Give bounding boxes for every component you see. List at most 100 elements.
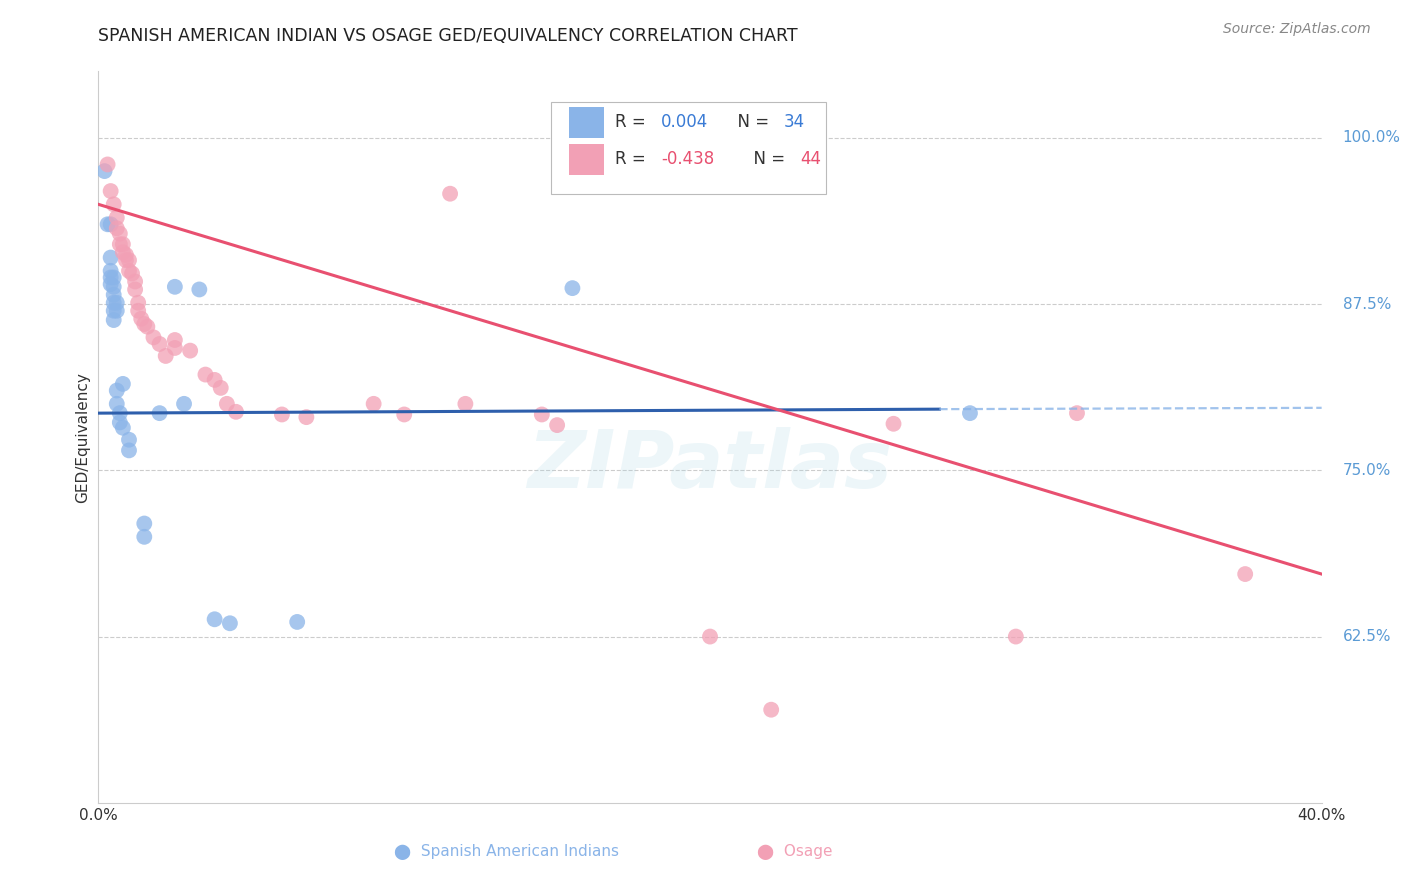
Text: ZIPatlas: ZIPatlas [527, 427, 893, 506]
Point [204, 373, 226, 387]
Point [454, 397, 477, 411]
Point [759, 703, 782, 717]
Point [97, 157, 120, 171]
Point [194, 368, 217, 382]
Point [103, 313, 125, 327]
Point [93, 164, 115, 178]
Point [100, 277, 122, 292]
Point [100, 270, 122, 285]
Text: 62.5%: 62.5% [1343, 629, 1391, 644]
Point [100, 217, 122, 231]
Point [163, 341, 186, 355]
Point [111, 245, 134, 260]
Point [219, 616, 242, 631]
Bar [569, 107, 603, 137]
Point [100, 184, 122, 198]
Point [295, 410, 318, 425]
Point [439, 186, 461, 201]
Text: 44: 44 [800, 151, 821, 169]
Text: ⬤  Spanish American Indians: ⬤ Spanish American Indians [394, 844, 619, 860]
Point [699, 630, 721, 644]
Point [118, 433, 141, 447]
Point [173, 397, 195, 411]
Point [121, 267, 143, 281]
Point [225, 405, 247, 419]
Point [108, 406, 131, 420]
Point [188, 283, 211, 297]
Point [105, 303, 128, 318]
Text: ⬤  Osage: ⬤ Osage [756, 844, 832, 860]
Point [546, 418, 568, 433]
Point [115, 248, 138, 262]
Text: R =: R = [614, 151, 651, 169]
Point [103, 280, 125, 294]
Text: -0.438: -0.438 [661, 151, 714, 169]
Point [1234, 567, 1257, 582]
Point [363, 397, 385, 411]
Point [108, 237, 131, 252]
Point [105, 384, 128, 398]
Point [100, 264, 122, 278]
Point [392, 408, 416, 422]
Point [209, 381, 232, 395]
Point [883, 417, 905, 431]
FancyBboxPatch shape [551, 102, 827, 194]
Point [105, 397, 128, 411]
Point [163, 280, 186, 294]
Point [124, 283, 146, 297]
Point [285, 615, 308, 629]
Point [215, 397, 238, 411]
Point [103, 197, 125, 211]
Point [108, 416, 131, 430]
Point [103, 287, 125, 301]
Text: 100.0%: 100.0% [1343, 130, 1400, 145]
Point [270, 408, 292, 422]
Point [118, 443, 141, 458]
Text: 0.004: 0.004 [661, 113, 709, 131]
Point [118, 253, 141, 268]
Point [127, 295, 149, 310]
Y-axis label: GED/Equivalency: GED/Equivalency [75, 372, 90, 502]
Point [163, 333, 186, 347]
Point [134, 317, 156, 331]
Text: N =: N = [742, 151, 790, 169]
Point [136, 319, 159, 334]
Point [134, 530, 156, 544]
Point [959, 406, 981, 420]
Point [149, 337, 172, 351]
Point [118, 264, 141, 278]
Point [105, 295, 128, 310]
Point [127, 303, 149, 318]
Point [105, 211, 128, 225]
Point [204, 612, 226, 626]
Text: 75.0%: 75.0% [1343, 463, 1391, 478]
Point [103, 303, 125, 318]
Point [142, 330, 165, 344]
Point [129, 311, 152, 326]
Point [111, 237, 134, 252]
Text: 34: 34 [783, 113, 804, 131]
Point [124, 275, 146, 289]
Point [1066, 406, 1088, 420]
Point [149, 406, 172, 420]
Text: R =: R = [614, 113, 651, 131]
Point [1004, 630, 1026, 644]
Point [105, 221, 128, 235]
Point [530, 408, 553, 422]
Point [111, 421, 134, 435]
Point [155, 349, 177, 363]
Text: N =: N = [727, 113, 775, 131]
Point [103, 295, 125, 310]
Point [103, 270, 125, 285]
Text: SPANISH AMERICAN INDIAN VS OSAGE GED/EQUIVALENCY CORRELATION CHART: SPANISH AMERICAN INDIAN VS OSAGE GED/EQU… [98, 27, 799, 45]
Point [115, 253, 138, 268]
Point [134, 516, 156, 531]
Point [561, 281, 583, 295]
Bar [569, 144, 603, 175]
Point [100, 251, 122, 265]
Point [111, 376, 134, 391]
Point [179, 343, 201, 358]
Point [108, 227, 131, 241]
Text: 87.5%: 87.5% [1343, 297, 1391, 311]
Point [97, 217, 120, 231]
